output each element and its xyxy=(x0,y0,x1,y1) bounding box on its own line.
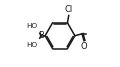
Text: O: O xyxy=(81,42,88,51)
Text: HO: HO xyxy=(26,42,37,48)
Text: HO: HO xyxy=(26,23,37,29)
Text: B: B xyxy=(38,31,44,40)
Text: Cl: Cl xyxy=(65,5,73,14)
